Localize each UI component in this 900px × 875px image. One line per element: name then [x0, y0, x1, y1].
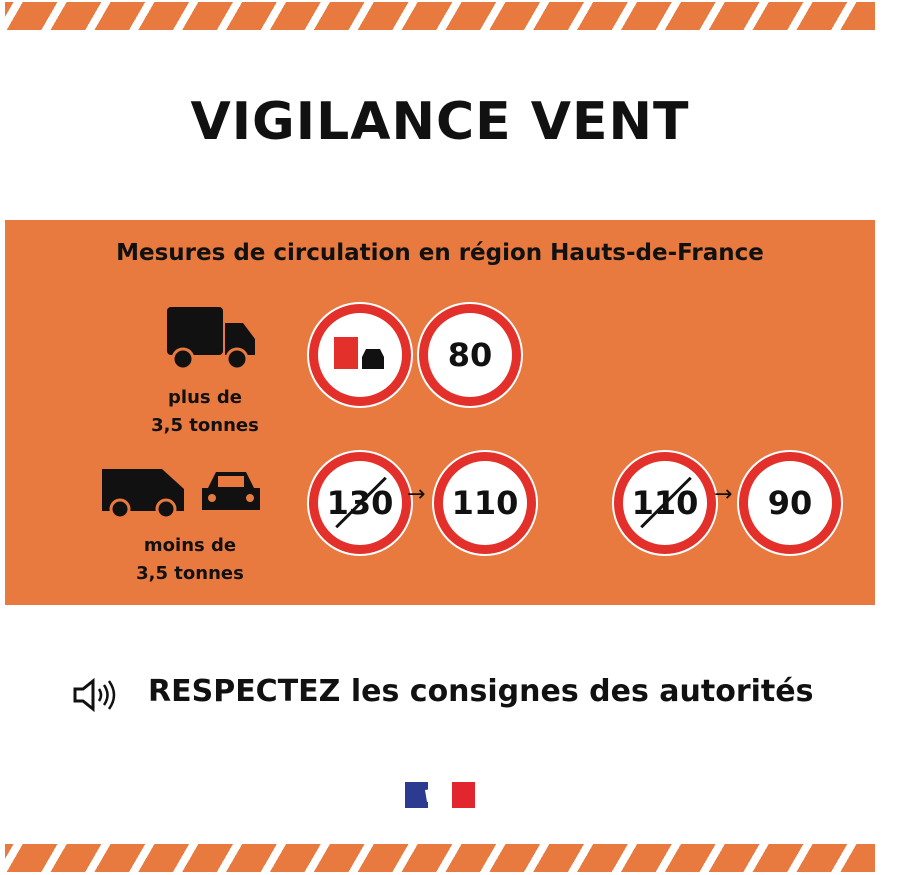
top-stripes	[5, 2, 875, 30]
heavy-label: plus de 3,5 tonnes	[140, 384, 270, 440]
arrow-icon: →	[714, 482, 733, 507]
speed-limit-sign: 80	[419, 304, 521, 406]
new-speed-sign: 110	[434, 452, 536, 554]
measures-panel	[5, 220, 875, 605]
heavy-label-line1: plus de	[168, 387, 242, 408]
old-speed-sign: 110	[614, 452, 716, 554]
bottom-stripes	[5, 844, 875, 872]
page-title: VIGILANCE VENT	[190, 92, 690, 152]
light-label-line2: 3,5 tonnes	[136, 563, 244, 584]
speaker-icon	[73, 678, 116, 712]
no-overtaking-trucks-sign	[309, 304, 411, 406]
republique-francaise-logo	[405, 782, 475, 808]
footer-text: RESPECTEZ les consignes des autorités	[148, 674, 814, 709]
old-speed-sign: 130	[309, 452, 411, 554]
truck-overtaking-car-icon	[334, 337, 384, 369]
heavy-label-line2: 3,5 tonnes	[151, 415, 259, 436]
van-icon	[102, 469, 184, 520]
panel-subtitle: Mesures de circulation en région Hauts-d…	[116, 240, 764, 266]
car-icon	[202, 472, 260, 510]
light-label: moins de 3,5 tonnes	[125, 532, 255, 588]
truck-icon	[167, 307, 255, 371]
arrow-icon: →	[407, 482, 426, 507]
new-speed-sign: 90	[739, 452, 841, 554]
light-label-line1: moins de	[143, 535, 237, 556]
